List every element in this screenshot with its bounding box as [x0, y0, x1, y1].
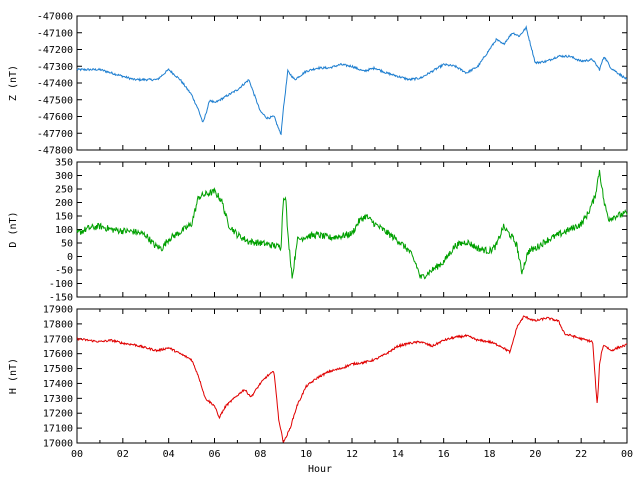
series-line-2 [76, 169, 628, 280]
y-tick-label: 17100 [43, 424, 73, 435]
plot-frame [76, 308, 628, 444]
y-tick-label: 17600 [43, 349, 73, 360]
x-tick-label: 04 [163, 449, 175, 460]
panel-2: 350 300 250 200 150 100 50 0 -50 -100 -150 D (nT) [8, 158, 628, 304]
x-tick-label: 02 [117, 449, 129, 460]
y-tick-label: -47600 [37, 112, 73, 123]
y-tick-label: 250 [55, 185, 73, 196]
y-tick-label: 50 [61, 239, 73, 250]
series-line-3 [76, 315, 628, 443]
series-line-1 [76, 25, 627, 136]
panel-1: -47000 -47100 -47200 -47300 -47400 -47500 -476… [8, 12, 628, 157]
x-tick-label: 14 [392, 449, 404, 460]
y-tick-label: 17000 [43, 439, 73, 450]
x-tick-label: 10 [300, 449, 312, 460]
y-tick-label: -47300 [37, 62, 73, 73]
y-tick-label: 200 [55, 198, 73, 209]
y-axis-title: H (nT) [8, 358, 19, 394]
x-tick-label: 18 [483, 449, 495, 460]
y-axis-title: D (nT) [8, 211, 19, 247]
y-tick-label: -100 [49, 279, 73, 290]
y-tick-label: 17200 [43, 409, 73, 420]
y-tick-label: 17900 [43, 305, 73, 316]
plot-frame [76, 15, 628, 151]
y-tick-label: -47200 [37, 45, 73, 56]
y-tick-label: 17800 [43, 319, 73, 330]
y-axis-title: Z (nT) [8, 65, 19, 101]
y-tick-label: -47000 [37, 12, 73, 23]
y-tick-label: -47100 [37, 28, 73, 39]
x-tick-label: 00 [621, 449, 633, 460]
x-axis-title: Hour [308, 464, 332, 475]
panel-3: 17900 17800 17700 17600 17500 17400 17300 17200… [8, 305, 628, 450]
x-tick-label: 16 [438, 449, 450, 460]
y-tick-label: -47700 [37, 129, 73, 140]
x-tick-label: 08 [254, 449, 266, 460]
x-tick-label: 12 [346, 449, 358, 460]
y-tick-label: 350 [55, 158, 73, 169]
y-tick-label: 150 [55, 212, 73, 223]
y-tick-label: -47500 [37, 95, 73, 106]
y-tick-label: 0 [67, 252, 73, 263]
y-tick-label: 100 [55, 225, 73, 236]
y-tick-label: 17700 [43, 334, 73, 345]
y-tick-label: 17300 [43, 394, 73, 405]
y-tick-label: 300 [55, 171, 73, 182]
y-tick-label: -47400 [37, 79, 73, 90]
plot-frame [76, 161, 628, 298]
y-tick-label: 17500 [43, 364, 73, 375]
x-tick-label: 06 [208, 449, 220, 460]
y-tick-label: -47800 [37, 146, 73, 157]
x-tick-label: 22 [575, 449, 587, 460]
y-tick-label: -150 [49, 293, 73, 304]
y-tick-label: -50 [55, 266, 73, 277]
y-tick-label: 17400 [43, 379, 73, 390]
x-tick-label: 20 [529, 449, 541, 460]
x-tick-label: 00 [71, 449, 83, 460]
